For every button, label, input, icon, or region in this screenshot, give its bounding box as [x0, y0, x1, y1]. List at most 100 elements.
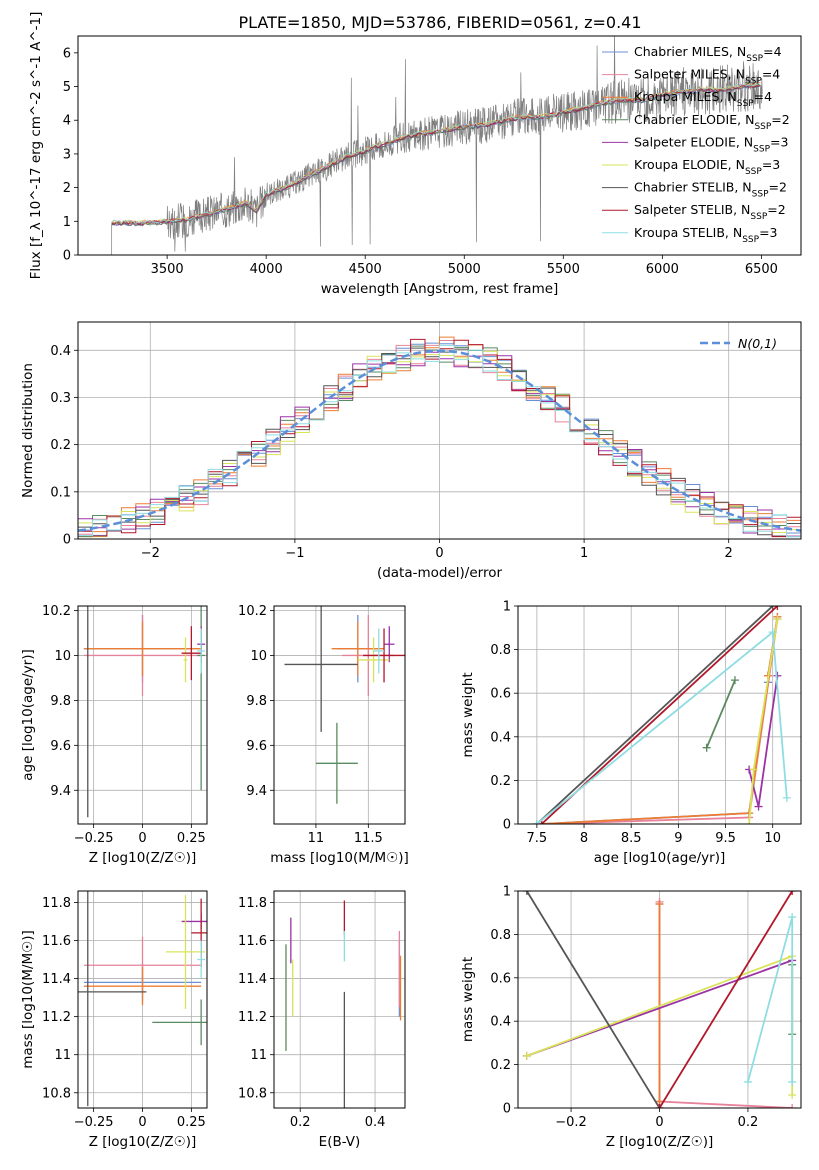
marker-salpeter-stelib — [773, 606, 782, 610]
x-tick-label: 5000 — [448, 262, 481, 277]
x-tick-label: 9 — [674, 831, 682, 846]
x-axis-label: mass [log10(M/M☉)] — [270, 850, 409, 866]
plot-frame — [517, 605, 802, 825]
plot-frame — [273, 890, 406, 1109]
y-tick-label: 0.6 — [490, 687, 511, 702]
x-tick-label: 8.5 — [621, 831, 642, 846]
x-tick-label: 2 — [725, 546, 733, 561]
y-tick-label: 0.4 — [490, 1015, 511, 1030]
y-tick-label: 1 — [503, 885, 511, 900]
y-tick-label: 10.8 — [238, 1086, 267, 1101]
age_vs_mass-data — [284, 606, 405, 804]
y-tick-label: 1 — [63, 215, 71, 230]
legend-label: Salpeter MILES, NSSP=4 — [634, 67, 780, 87]
y-tick-label: 11.6 — [238, 934, 267, 949]
marker-chabrier-stelib — [768, 606, 777, 610]
x-axis-label: E(B-V) — [319, 1134, 361, 1150]
y-tick-label: 2 — [63, 181, 71, 196]
legend-label: Kroupa STELIB, NSSP=3 — [634, 225, 778, 245]
marker-salpeter-stelib — [788, 891, 797, 895]
y-tick-label: 0.4 — [50, 344, 71, 359]
histogram-kroupa-stelib — [78, 344, 801, 538]
plot-frame — [77, 890, 208, 1109]
legend-label: Chabrier ELODIE, NSSP=2 — [634, 112, 790, 132]
x-axis-label: Z [log10(Z/Z☉)] — [89, 1134, 197, 1150]
y-tick-label: 6 — [63, 46, 71, 61]
x-tick-label: 0 — [138, 831, 146, 846]
spectrum-data — [111, 36, 763, 255]
x-axis-label: (data-model)/error — [377, 565, 503, 581]
x-axis-label: wavelength [Angstrom, rest frame] — [321, 281, 559, 297]
y-tick-label: 11.4 — [238, 972, 267, 987]
y-tick-label: 9.8 — [246, 694, 267, 709]
y-tick-label: 9.4 — [246, 784, 267, 799]
series-chabrier-elodie — [705, 679, 736, 749]
x-axis-label: Z [log10(Z/Z☉)] — [606, 1134, 714, 1150]
x-tick-label: 0.2 — [290, 1115, 311, 1130]
x-tick-label: 0.2 — [738, 1115, 759, 1130]
marker-salpeter-stelib — [655, 1104, 664, 1108]
x-tick-label: 9.5 — [715, 831, 736, 846]
legend-label: Salpeter STELIB, NSSP=2 — [634, 202, 786, 222]
legend-label: N(0,1) — [738, 336, 777, 351]
y-tick-label: 10 — [250, 649, 267, 664]
weight_vs_age-panel: 7.5 8 8.5 9 9.5 10 0 0.2 0.4 0.6 0.8 1 age [log10(ag… — [460, 600, 802, 866]
y-tick-label: 0.2 — [490, 1058, 511, 1073]
legend-label: Salpeter ELODIE, NSSP=3 — [634, 134, 788, 154]
x-axis-label: Z [log10(Z/Z☉)] — [89, 850, 197, 866]
marker-chabrier-elodie — [702, 743, 711, 752]
gaussian-curve — [78, 349, 801, 532]
plot-frame — [77, 35, 802, 256]
series-chabrier-stelib — [526, 891, 661, 1108]
x-tick-label: 0 — [435, 546, 443, 561]
y-tick-label: 0 — [63, 533, 71, 548]
y-tick-label: 9.6 — [246, 739, 267, 754]
y-tick-label: 0.4 — [490, 730, 511, 745]
x-tick-label: 6500 — [745, 262, 778, 277]
y-tick-label: 11.2 — [238, 1010, 267, 1025]
marker-kroupa-elodie — [749, 765, 758, 774]
y-axis-label: age [log10(age/yr)] — [20, 649, 36, 781]
y-tick-label: 3 — [63, 147, 71, 162]
spectrum-panel: 3500 4000 4500 5000 5500 6000 6500 0 1 2 3 4 5 6 wavel… — [28, 12, 802, 297]
y-axis-label: mass weight — [460, 957, 476, 1042]
legend-label: Chabrier STELIB, NSSP=2 — [634, 180, 787, 200]
x-tick-label: 11.5 — [354, 831, 383, 846]
x-tick-label: 3500 — [151, 262, 184, 277]
x-tick-label: 6000 — [646, 262, 679, 277]
marker-salpeter-miles — [788, 1104, 797, 1108]
y-tick-label: 11.4 — [42, 972, 71, 987]
x-tick-label: 1 — [580, 546, 588, 561]
marker-kroupa-stelib — [743, 1077, 752, 1086]
x-tick-label: 7.5 — [527, 831, 548, 846]
y-tick-label: 9.8 — [50, 694, 71, 709]
plot-frame — [517, 890, 802, 1109]
x-tick-label: −0.25 — [74, 1115, 114, 1130]
marker-kroupa-miles — [655, 900, 664, 909]
marker-kroupa-stelib — [768, 628, 777, 637]
y-tick-label: 0.6 — [490, 971, 511, 986]
y-tick-label: 0 — [503, 1102, 511, 1117]
y-tick-label: 0.8 — [490, 643, 511, 658]
series-salpeter-stelib — [658, 891, 793, 1108]
y-tick-label: 5 — [63, 80, 71, 95]
weight_vs_age-data — [532, 606, 791, 824]
x-tick-label: −2 — [141, 546, 160, 561]
age_vs_Z-data — [83, 606, 206, 818]
y-axis-label: mass [log10(M/M☉)] — [20, 930, 36, 1069]
y-axis-label: Normed distribution — [20, 363, 36, 498]
weight_vs_Z-data — [522, 891, 797, 1108]
mass_vs_Z-data — [78, 891, 207, 1107]
y-tick-label: 0.8 — [490, 928, 511, 943]
x-tick-label: 11 — [308, 831, 325, 846]
x-tick-label: 4500 — [349, 262, 382, 277]
mass_vs_Z-panel: −0.25 0 0.25 10.8 11 11.2 11.4 11.6 11.8 Z [log10… — [20, 890, 208, 1150]
y-tick-label: 11 — [54, 1048, 71, 1063]
y-tick-label: 9.6 — [50, 739, 71, 754]
weight_vs_Z-panel: −0.2 0 0.2 0 0.2 0.4 0.6 0.8 1 Z [log10(Z/Z☉)] mas… — [460, 885, 802, 1150]
x-tick-label: 0.25 — [177, 1115, 206, 1130]
mass_vs_EBV-data — [285, 900, 402, 1108]
x-tick-label: 5500 — [547, 262, 580, 277]
x-tick-label: 0.25 — [177, 831, 206, 846]
y-tick-label: 9.4 — [50, 784, 71, 799]
